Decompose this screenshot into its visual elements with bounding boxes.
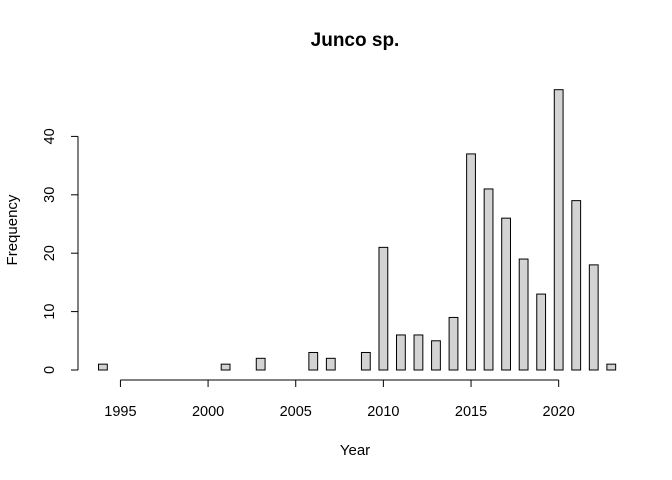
y-axis: 0 10 20 30 40 [42, 128, 79, 374]
bar-2009 [360, 351, 371, 371]
bar-2006 [308, 351, 319, 371]
bars-group [98, 89, 617, 371]
x-tick-label-2000: 2000 [192, 404, 224, 420]
bar-2022 [588, 264, 599, 371]
bar-2010 [378, 246, 389, 371]
x-tick-label-2020: 2020 [543, 404, 575, 420]
bar-2012 [413, 334, 424, 371]
bar-2021 [571, 200, 582, 371]
y-tick-label-0: 0 [42, 366, 58, 374]
bar-2018 [518, 258, 529, 371]
bar-2007 [325, 357, 336, 371]
bar-2020 [553, 89, 564, 371]
x-axis: 1995 2000 2005 2010 2015 2020 [104, 379, 575, 420]
bar-2011 [396, 334, 406, 371]
y-tick-label-20: 20 [42, 245, 58, 261]
bar-2015 [466, 153, 476, 371]
x-axis-label: Year [340, 442, 370, 459]
x-tick-label-2010: 2010 [367, 404, 399, 420]
bar-2019 [536, 293, 547, 371]
y-tick-label-10: 10 [42, 304, 58, 320]
bar-2001 [220, 363, 231, 371]
bar-2016 [483, 188, 494, 371]
y-tick-label-30: 30 [42, 187, 58, 203]
chart-title: Junco sp. [311, 30, 400, 51]
y-tick-label-40: 40 [42, 128, 58, 144]
x-tick-label-1995: 1995 [104, 404, 136, 420]
bar-2013 [431, 340, 441, 371]
bar-2017 [501, 217, 511, 371]
bar-1994 [98, 363, 108, 371]
bar-2003 [255, 357, 266, 371]
y-axis-label: Frequency [4, 194, 21, 265]
bar-2023 [606, 363, 617, 371]
bar-2014 [448, 316, 459, 371]
x-tick-label-2015: 2015 [455, 404, 487, 420]
x-tick-label-2005: 2005 [280, 404, 312, 420]
